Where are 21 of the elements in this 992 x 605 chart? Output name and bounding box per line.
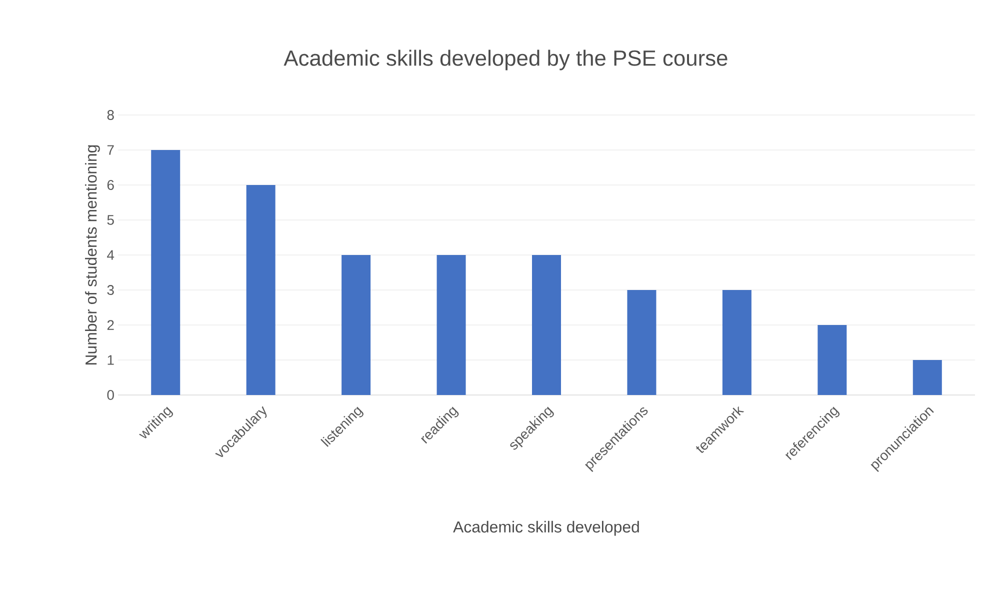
y-tick-label: 6	[107, 180, 114, 190]
y-tick-label: 7	[107, 145, 114, 155]
chart-title: Academic skills developed by the PSE course	[284, 50, 728, 70]
bar	[818, 325, 847, 395]
bar	[246, 185, 276, 395]
x-axis-title: Academic skills developed	[453, 520, 639, 536]
y-tick-label: 4	[107, 250, 114, 260]
bar	[627, 290, 656, 395]
bar	[436, 255, 466, 395]
bar	[532, 255, 561, 395]
bar	[342, 255, 371, 395]
y-tick-label: 2	[107, 320, 114, 330]
y-tick-label: 1	[108, 355, 114, 365]
y-tick-label: 0	[107, 390, 114, 400]
y-tick-label: 8	[107, 110, 114, 120]
bar	[912, 360, 942, 395]
bar	[151, 150, 180, 395]
bar	[722, 290, 752, 395]
y-axis-title: Number of students mentioning	[85, 145, 100, 364]
y-tick-label: 5	[107, 215, 114, 225]
y-tick-label: 3	[107, 285, 114, 295]
